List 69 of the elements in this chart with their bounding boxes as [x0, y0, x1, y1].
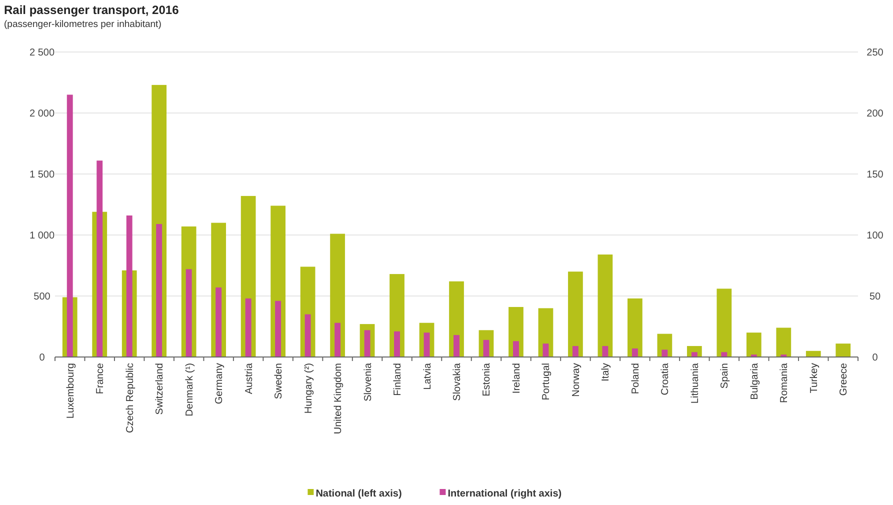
bar	[716, 288, 732, 357]
bar	[424, 332, 430, 357]
x-tick-label: Bulgaria	[749, 362, 760, 400]
x-tick-label: Latvia	[422, 362, 434, 390]
x-tick-label: Denmark (¹)	[184, 363, 196, 416]
y-tick-label: 1 500	[29, 170, 55, 180]
x-tick-label: Austria	[244, 362, 255, 394]
x-tick-label: Croatia	[660, 362, 672, 396]
bar	[394, 331, 400, 357]
chart-subtitle: (passenger-kilometres per inhabitant)	[4, 19, 162, 30]
bar	[156, 224, 162, 357]
y2-tick-label: 100	[866, 230, 884, 242]
y2-tick-label: 150	[866, 170, 884, 180]
x-tick-label: Greece	[838, 362, 850, 396]
x-tick-label: Turkey	[808, 363, 820, 394]
bar	[216, 287, 222, 357]
bar	[513, 341, 519, 357]
x-tick-label: United Kingdom	[333, 363, 344, 434]
x-tick-label: Hungary (²)	[303, 363, 314, 414]
bar	[776, 328, 792, 357]
bar	[691, 352, 698, 357]
bar	[454, 335, 460, 357]
y-tick-label: 0	[39, 352, 46, 364]
y2-tick-label: 200	[866, 108, 884, 120]
x-tick-label: Poland	[630, 363, 642, 394]
bar	[186, 269, 192, 357]
bar	[275, 300, 282, 357]
x-tick-label: Portugal	[541, 363, 552, 400]
x-tick-label: Ireland	[511, 363, 522, 394]
chart-title: Rail passenger transport, 2016	[4, 3, 180, 17]
bar	[746, 332, 762, 357]
x-tick-label: Luxembourg	[65, 363, 76, 419]
y2-tick-label: 250	[866, 48, 884, 58]
x-tick-label: Estonia	[482, 362, 493, 396]
x-tick-label: Sweden	[274, 363, 285, 400]
x-tick-label: Spain	[720, 363, 731, 389]
legend-label: International (right axis)	[448, 488, 562, 500]
bar	[568, 272, 583, 357]
y2-tick-label: 0	[872, 352, 878, 364]
x-tick-label: Slovakia	[452, 362, 463, 401]
x-tick-label: France	[95, 362, 106, 394]
x-tick-label: Italy	[600, 363, 612, 382]
y2-tick-label: 50	[869, 292, 881, 302]
x-tick-label: Finland	[392, 363, 404, 396]
bar	[334, 322, 341, 357]
bar	[572, 346, 578, 357]
y-tick-label: 2 000	[29, 108, 55, 120]
bar	[721, 352, 728, 357]
x-tick-label: Switzerland	[154, 363, 166, 415]
bar	[598, 254, 613, 357]
bar	[542, 344, 549, 357]
bar	[632, 348, 638, 357]
bar	[662, 350, 668, 357]
y-tick-label: 500	[34, 292, 51, 302]
bar	[304, 314, 311, 357]
bar	[245, 298, 252, 357]
x-tick-label: Lithuania	[690, 362, 701, 404]
x-tick-label: Norway	[570, 363, 582, 397]
bar	[628, 298, 642, 357]
y-tick-label: 1 000	[29, 230, 55, 242]
x-tick-label: Slovenia	[362, 362, 374, 402]
bar	[836, 344, 851, 357]
legend-label: National (left axis)	[316, 488, 402, 500]
bar	[806, 350, 821, 357]
x-tick-label: Czech Republic	[124, 363, 136, 434]
x-tick-label: Germany	[214, 363, 226, 404]
bar	[602, 346, 608, 357]
y-tick-label: 2 500	[29, 48, 55, 58]
x-tick-label: Romania	[779, 362, 790, 404]
